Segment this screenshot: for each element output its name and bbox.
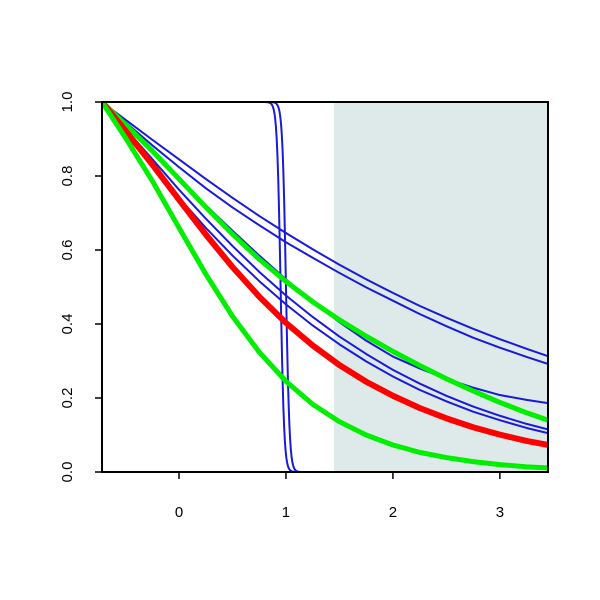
x-tick-label: 3 [496,504,504,521]
x-tick-label: 2 [389,504,397,521]
series-line-6 [102,102,548,423]
y-tick-label: 0.2 [59,388,76,409]
x-tick-label: 0 [175,504,183,521]
y-tick-label: 0.6 [59,240,76,261]
y-axis: 0.0 0.2 0.4 0.6 0.8 1.0 [59,92,102,483]
y-tick-label: 0.4 [59,314,76,335]
x-axis: 0 1 2 3 [175,472,504,521]
series-lines [102,102,548,472]
y-tick-label: 0.8 [59,166,76,187]
series-line-8 [102,102,548,471]
x-tick-label: 1 [282,504,290,521]
y-tick-label: 0.0 [59,462,76,483]
series-line-7 [102,102,548,448]
y-tick-label: 1.0 [59,92,76,113]
series-line-1 [102,102,548,358]
series-line-4 [102,102,548,431]
series-line-2 [102,102,548,365]
plot-frame [101,101,549,473]
shaded-region [334,102,548,472]
